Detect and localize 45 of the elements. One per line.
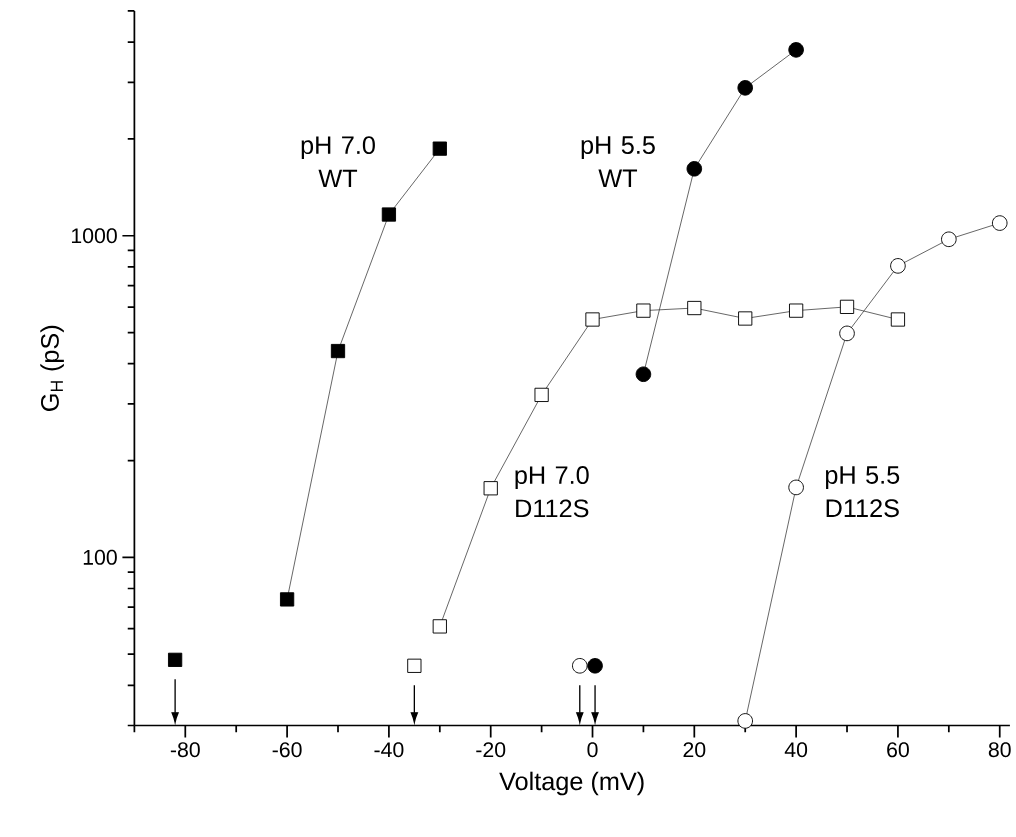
point — [381, 207, 397, 222]
point — [432, 141, 447, 156]
point — [839, 299, 855, 314]
point — [407, 658, 422, 673]
x-tick-label: 20 — [683, 742, 706, 758]
x-tick-label: 60 — [887, 742, 909, 758]
point — [279, 592, 295, 607]
x-tick-label: 80 — [988, 742, 1011, 758]
point — [941, 231, 957, 247]
series-label: pH 5.5 WT — [581, 136, 655, 187]
point — [738, 311, 753, 326]
x-axis-title: Voltage (mV) — [499, 771, 644, 796]
point — [991, 215, 1008, 231]
series-label: pH 5.5 D112S — [825, 466, 900, 518]
x-tick-label: -20 — [476, 742, 506, 758]
point — [167, 652, 183, 667]
y-tick-label: 100 — [83, 549, 117, 565]
x-tick-label: 40 — [784, 742, 808, 758]
point — [789, 303, 804, 318]
point — [585, 312, 600, 327]
x-tick-label: -40 — [374, 742, 404, 758]
series-label: pH 7.0 D112S — [515, 465, 589, 518]
point — [839, 325, 855, 342]
point — [737, 713, 754, 729]
series-label: pH 7.0 WT — [301, 136, 375, 187]
point — [788, 479, 804, 496]
x-tick-label: -60 — [272, 742, 302, 758]
point — [687, 300, 702, 316]
y-tick-label: 1000 — [71, 228, 117, 244]
x-tick-label: 0 — [587, 742, 598, 758]
point — [636, 303, 651, 318]
point — [890, 257, 906, 274]
point — [686, 160, 703, 177]
point — [330, 343, 346, 359]
point — [788, 41, 804, 58]
point — [432, 619, 447, 634]
point — [737, 79, 754, 96]
point — [572, 657, 588, 674]
point — [483, 481, 498, 496]
x-tick-label: -80 — [170, 742, 200, 758]
y-axis-title: G$_{H}$ (pS) — [40, 325, 64, 411]
point — [890, 312, 906, 327]
point — [635, 366, 652, 382]
point — [534, 387, 549, 402]
point — [587, 657, 603, 674]
